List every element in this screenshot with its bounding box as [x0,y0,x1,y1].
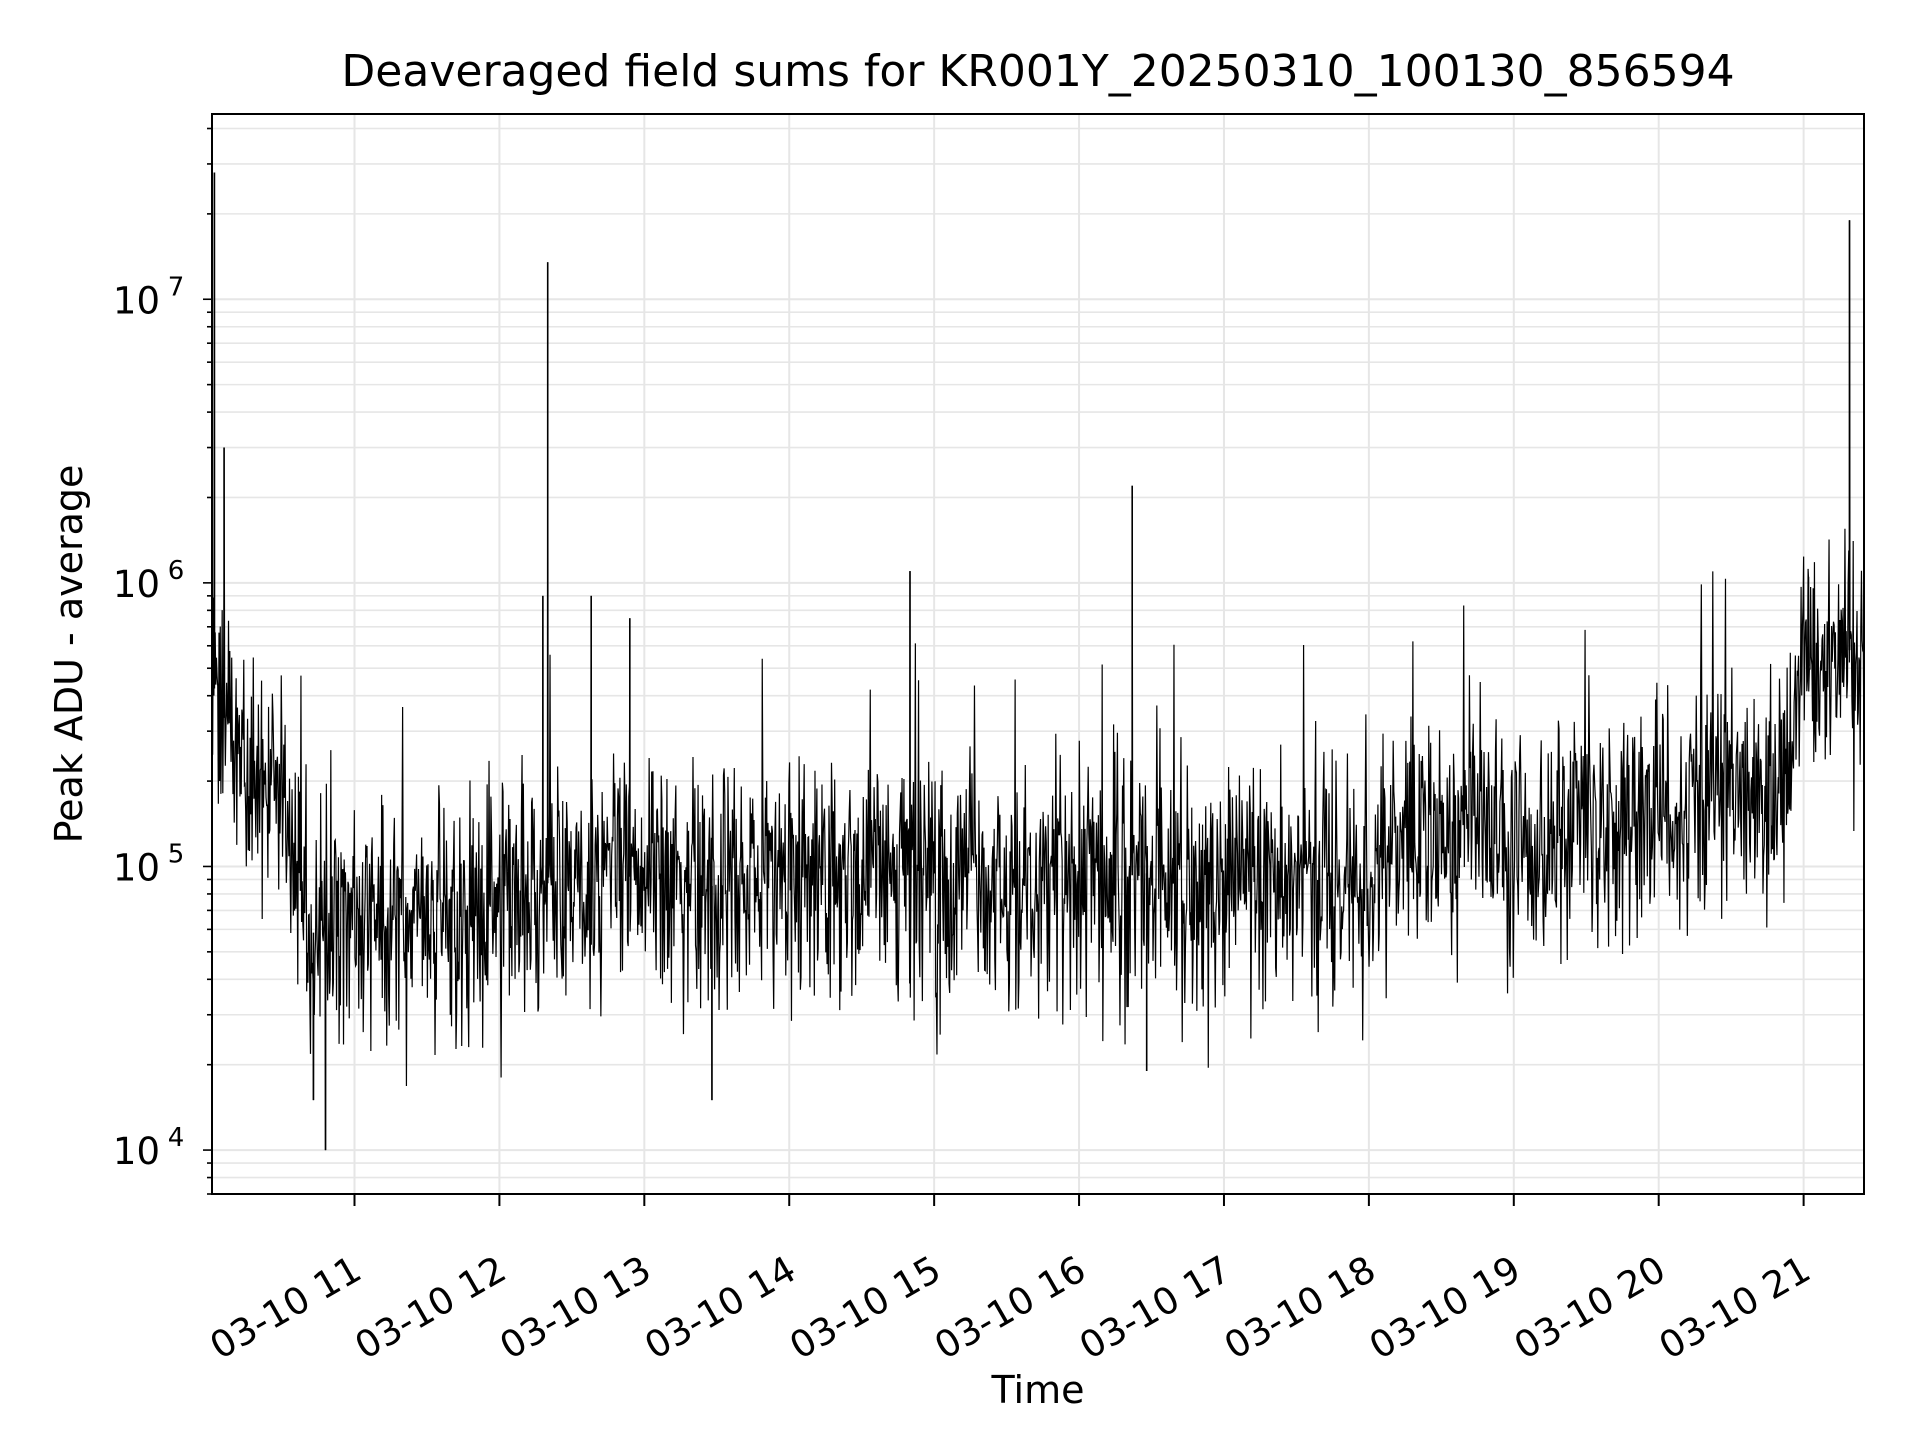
y-tick-exponent: 5 [168,839,185,869]
y-tick-exponent: 4 [168,1123,185,1153]
data-series [211,172,1865,1151]
y-axis-label: Peak ADU - average [47,465,91,844]
grid [212,114,1864,1195]
x-tick-label: 03-10 16 [927,1248,1093,1368]
x-tick-label: 03-10 11 [203,1248,369,1368]
y-tick-label: 10 [113,846,160,889]
y-tick-label: 10 [113,1130,160,1173]
y-axis: 10 4 10 5 10 6 10 7 [113,127,212,1195]
x-tick-label: 03-10 12 [348,1248,514,1368]
x-tick-label: 03-10 14 [638,1248,804,1368]
x-tick-label: 03-10 18 [1217,1248,1383,1368]
x-tick-label: 03-10 19 [1362,1248,1528,1368]
chart-title: Deaveraged field sums for KR001Y_2025031… [341,46,1734,97]
y-tick-exponent: 7 [168,272,185,302]
y-tick-label: 10 [113,563,160,606]
plot-frame [211,113,1865,1195]
x-tick-label: 03-10 20 [1507,1248,1673,1368]
x-tick-label: 03-10 13 [493,1248,659,1368]
x-tick-label: 03-10 21 [1652,1248,1818,1368]
y-tick-exponent: 6 [168,556,185,586]
x-tick-label: 03-10 15 [782,1248,948,1368]
x-axis-label: Time [991,1368,1085,1412]
data-line [211,172,1865,1151]
y-tick-label: 10 [113,279,160,322]
x-tick-label: 03-10 17 [1072,1248,1238,1368]
